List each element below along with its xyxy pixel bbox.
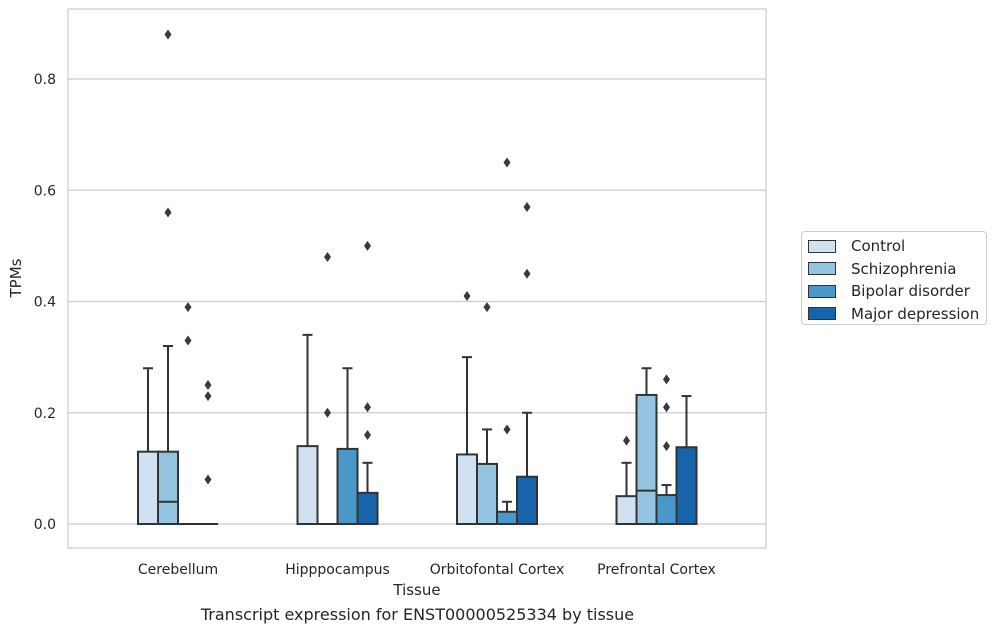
- box: [456, 453, 478, 525]
- box: [137, 450, 159, 525]
- x-tick-labels: Cerebellum Hipppocampus Orbitofontal Corte…: [138, 562, 716, 578]
- box-group: [317, 252, 338, 525]
- box-group: [635, 367, 658, 526]
- legend-label-schizophrenia: Schizophrenia: [851, 259, 957, 278]
- y-tick-label: 0.6: [34, 183, 56, 199]
- outlier-point: [523, 201, 531, 212]
- outlier-point: [623, 435, 630, 446]
- x-axis-label: Tissue: [392, 581, 440, 599]
- box: [675, 446, 698, 525]
- box-group: [456, 290, 478, 525]
- legend-item-major-depression: Major depression: [808, 303, 986, 326]
- outlier-point: [184, 335, 192, 346]
- y-tick-labels: 0.0 0.2 0.4 0.6 0.8: [34, 72, 56, 533]
- legend-swatch-control: [808, 239, 836, 253]
- outlier-point: [503, 424, 511, 435]
- outlier-point: [663, 402, 670, 413]
- outlier-point: [204, 391, 212, 402]
- outlier-point: [663, 441, 670, 452]
- box-group: [178, 302, 198, 525]
- chart-caption: Transcript expression for ENST0000052533…: [200, 605, 635, 624]
- outlier-point: [204, 474, 212, 485]
- box: [655, 494, 678, 526]
- box: [635, 393, 658, 526]
- box-group: [615, 435, 638, 525]
- y-axis-label: TPMs: [7, 258, 25, 298]
- box-group: [296, 333, 319, 525]
- outlier-point: [663, 374, 670, 385]
- x-tick-label: Cerebellum: [138, 562, 218, 578]
- box-group: [137, 367, 159, 525]
- x-tick-label: Orbitofontal Cortex: [430, 562, 565, 578]
- legend-item-control: Control: [808, 235, 986, 258]
- outlier-point: [463, 290, 471, 301]
- outlier-point: [164, 207, 172, 218]
- box-group: [675, 395, 698, 525]
- box-group: [476, 302, 498, 525]
- outlier-point: [364, 402, 371, 413]
- legend-label-control: Control: [851, 237, 906, 256]
- outlier-point: [164, 29, 172, 40]
- legend: Control Schizophrenia Bipolar disorder M…: [801, 231, 987, 325]
- x-tick-label: Hipppocampus: [285, 562, 390, 578]
- outlier-point: [364, 430, 371, 440]
- outlier-point: [204, 379, 212, 390]
- box: [356, 491, 379, 526]
- box: [496, 510, 518, 526]
- outlier-point: [324, 252, 331, 262]
- box-group: [516, 201, 538, 525]
- box-group: [336, 367, 359, 525]
- box: [615, 495, 638, 525]
- outlier-point: [184, 302, 192, 313]
- box: [296, 445, 319, 525]
- box-group: [157, 29, 179, 525]
- y-tick-label: 0.2: [34, 406, 56, 422]
- legend-item-bipolar-disorder: Bipolar disorder: [808, 280, 986, 303]
- legend-item-schizophrenia: Schizophrenia: [808, 258, 986, 281]
- legend-swatch-schizophrenia: [808, 262, 836, 276]
- outlier-point: [523, 268, 531, 279]
- y-tick-label: 0.4: [34, 295, 56, 311]
- outlier-point: [324, 407, 331, 418]
- box-series: [137, 29, 698, 526]
- y-tick-label: 0.8: [34, 72, 56, 88]
- y-tick-label: 0.0: [34, 517, 56, 533]
- box: [476, 462, 498, 525]
- legend-label-major-depression: Major depression: [851, 304, 980, 323]
- box: [516, 475, 538, 525]
- box-group: [198, 379, 218, 525]
- legend-swatch-major-depression: [808, 307, 836, 321]
- legend-label-bipolar-disorder: Bipolar disorder: [851, 282, 970, 301]
- outlier-point: [364, 240, 371, 251]
- box-group: [356, 240, 379, 526]
- box: [157, 450, 179, 525]
- outlier-point: [503, 157, 511, 168]
- x-tick-label: Prefrontal Cortex: [597, 562, 716, 578]
- outlier-point: [483, 302, 491, 313]
- legend-swatch-bipolar-disorder: [808, 284, 836, 298]
- box: [336, 447, 359, 525]
